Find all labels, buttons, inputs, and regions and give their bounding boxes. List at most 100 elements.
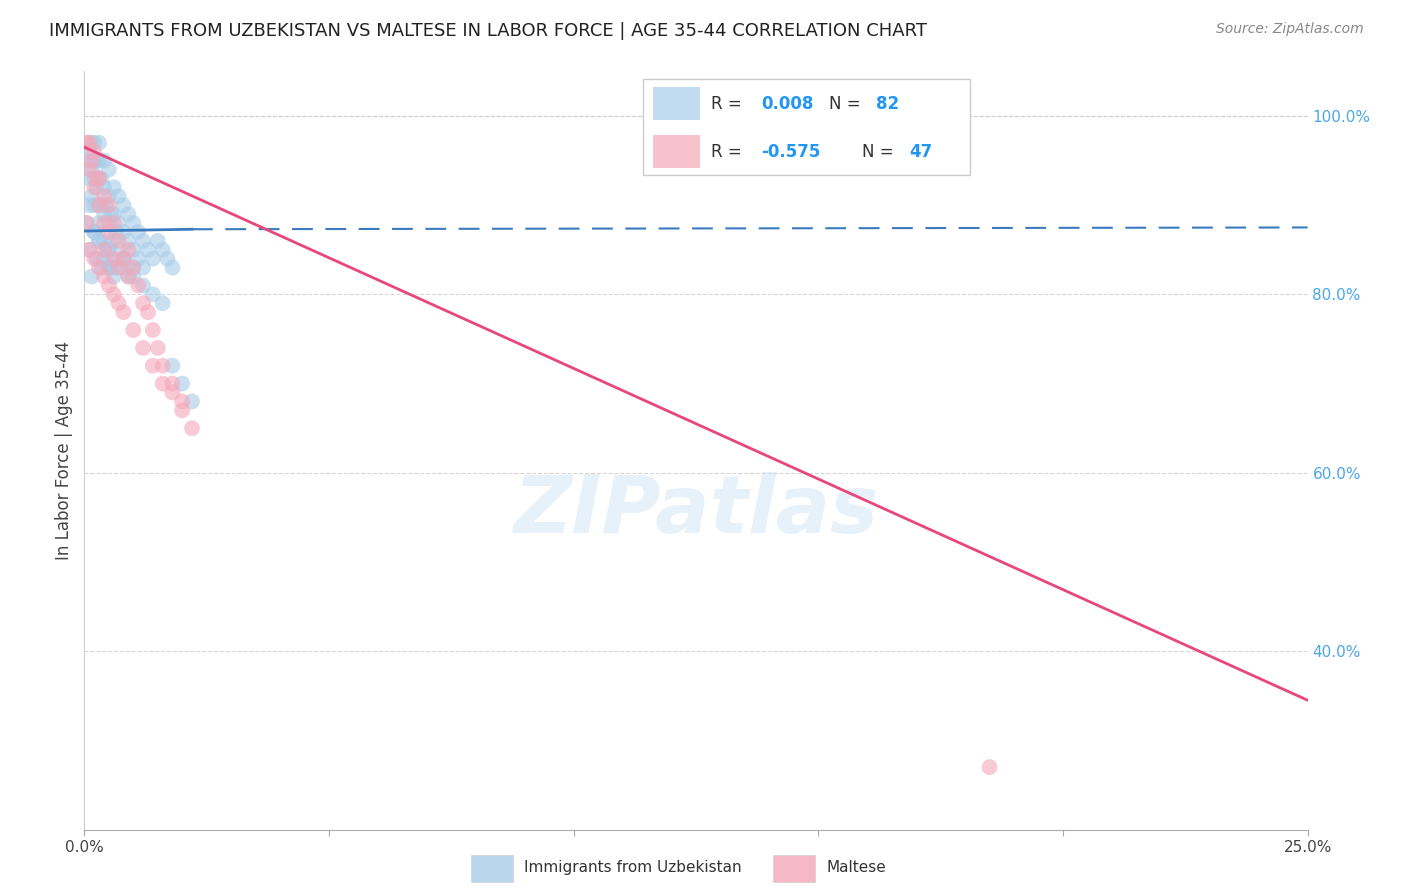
Point bbox=[83, 225, 105, 239]
Point bbox=[90, 260, 112, 275]
Point bbox=[122, 260, 145, 275]
Point bbox=[136, 243, 159, 257]
Point bbox=[83, 145, 105, 159]
Point bbox=[107, 189, 129, 203]
Point bbox=[76, 153, 98, 168]
Point bbox=[87, 171, 110, 186]
Point bbox=[127, 252, 149, 266]
Text: N =: N = bbox=[828, 95, 866, 112]
Point bbox=[112, 252, 135, 266]
Point bbox=[152, 376, 174, 391]
Point bbox=[97, 189, 120, 203]
Point bbox=[77, 145, 100, 159]
Point bbox=[97, 225, 120, 239]
Point bbox=[142, 287, 165, 301]
Point bbox=[162, 376, 184, 391]
Point bbox=[83, 198, 105, 212]
Point bbox=[83, 180, 105, 194]
Point bbox=[107, 216, 129, 230]
Point bbox=[97, 260, 120, 275]
Point bbox=[87, 198, 110, 212]
Point bbox=[107, 296, 129, 310]
Point bbox=[93, 216, 115, 230]
Point bbox=[96, 243, 118, 257]
Point bbox=[93, 153, 115, 168]
Point bbox=[90, 198, 112, 212]
Point bbox=[136, 305, 159, 319]
Point bbox=[132, 260, 155, 275]
Point bbox=[97, 216, 120, 230]
Point bbox=[142, 359, 165, 373]
Point bbox=[80, 189, 103, 203]
Point bbox=[93, 207, 115, 221]
Point bbox=[112, 225, 135, 239]
Point bbox=[117, 207, 139, 221]
Point bbox=[83, 252, 105, 266]
Point bbox=[87, 234, 110, 248]
Point bbox=[107, 260, 129, 275]
Point bbox=[132, 341, 155, 355]
Point bbox=[77, 243, 100, 257]
Point bbox=[979, 760, 1001, 774]
Text: 0.008: 0.008 bbox=[761, 95, 814, 112]
Text: R =: R = bbox=[710, 95, 747, 112]
Text: R =: R = bbox=[710, 143, 747, 161]
Point bbox=[80, 136, 103, 150]
Point bbox=[162, 359, 184, 373]
Point bbox=[87, 171, 110, 186]
Point bbox=[127, 225, 149, 239]
Point bbox=[122, 323, 145, 337]
Point bbox=[122, 260, 145, 275]
Point bbox=[122, 269, 145, 284]
Point bbox=[97, 278, 120, 293]
Point bbox=[103, 260, 125, 275]
Point bbox=[172, 403, 194, 417]
Point bbox=[80, 269, 103, 284]
Point bbox=[112, 305, 135, 319]
FancyBboxPatch shape bbox=[643, 78, 970, 176]
Point bbox=[77, 198, 100, 212]
Point bbox=[105, 225, 128, 239]
Point bbox=[152, 243, 174, 257]
Point bbox=[107, 234, 129, 248]
Point bbox=[97, 243, 120, 257]
Point bbox=[152, 296, 174, 310]
Point bbox=[76, 216, 98, 230]
Point bbox=[132, 278, 155, 293]
Point bbox=[156, 252, 179, 266]
Point bbox=[172, 376, 194, 391]
Text: IMMIGRANTS FROM UZBEKISTAN VS MALTESE IN LABOR FORCE | AGE 35-44 CORRELATION CHA: IMMIGRANTS FROM UZBEKISTAN VS MALTESE IN… bbox=[49, 22, 927, 40]
Point bbox=[181, 421, 204, 435]
Bar bbox=[773, 855, 815, 881]
Point bbox=[80, 153, 103, 168]
Point bbox=[162, 385, 184, 400]
Point bbox=[112, 252, 135, 266]
Point bbox=[83, 136, 105, 150]
Point bbox=[97, 260, 120, 275]
Point bbox=[83, 153, 105, 168]
Point bbox=[87, 216, 110, 230]
Point bbox=[117, 260, 139, 275]
Point bbox=[122, 243, 145, 257]
Point bbox=[117, 269, 139, 284]
Point bbox=[172, 394, 194, 409]
Point bbox=[103, 287, 125, 301]
Point bbox=[77, 243, 100, 257]
Text: 82: 82 bbox=[876, 95, 898, 112]
Point bbox=[152, 359, 174, 373]
Text: Maltese: Maltese bbox=[827, 860, 886, 875]
Point bbox=[80, 162, 103, 177]
Point bbox=[93, 269, 115, 284]
Point bbox=[97, 162, 120, 177]
Point bbox=[142, 252, 165, 266]
Point bbox=[112, 252, 135, 266]
Point bbox=[86, 252, 108, 266]
Point bbox=[93, 189, 115, 203]
Point bbox=[117, 269, 139, 284]
Text: -0.575: -0.575 bbox=[761, 143, 821, 161]
Point bbox=[76, 216, 98, 230]
Text: ZIPatlas: ZIPatlas bbox=[513, 472, 879, 550]
Bar bbox=[654, 87, 700, 120]
Point bbox=[93, 234, 115, 248]
Point bbox=[162, 260, 184, 275]
